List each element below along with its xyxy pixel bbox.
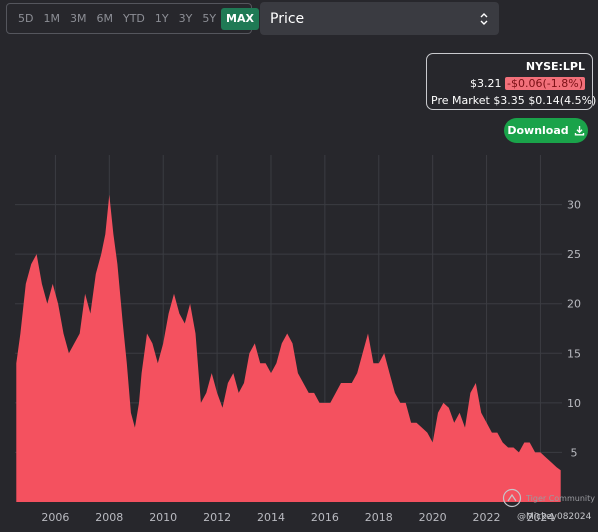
range-button-1y[interactable]: 1Y bbox=[154, 11, 169, 25]
x-tick-label: 2010 bbox=[149, 511, 177, 524]
quote-panel: NYSE:LPL $3.21 -$0.06(-1.8%) Pre Market … bbox=[426, 53, 597, 110]
premarket-change: $0.14(4.5%) bbox=[528, 94, 597, 107]
last-price: $3.21 bbox=[470, 77, 502, 90]
premarket-label: Pre Market bbox=[431, 94, 490, 107]
watermark-community: Tiger Community bbox=[526, 494, 595, 503]
ticker-symbol: NYSE:LPL bbox=[525, 60, 585, 73]
range-button-5d[interactable]: 5D bbox=[18, 11, 34, 25]
premarket-price: $3.35 bbox=[493, 94, 525, 107]
x-tick-label: 2008 bbox=[95, 511, 123, 524]
x-tick-label: 2020 bbox=[419, 511, 447, 524]
price-change-badge: -$0.06(-1.8%) bbox=[505, 77, 585, 90]
range-button-3y[interactable]: 3Y bbox=[178, 11, 193, 25]
range-button-ytd[interactable]: YTD bbox=[122, 11, 145, 25]
x-tick-label: 2018 bbox=[365, 511, 393, 524]
y-tick-label: 20 bbox=[567, 298, 581, 311]
price-area bbox=[16, 194, 561, 502]
updown-chevron-icon bbox=[480, 12, 488, 25]
y-tick-label: 30 bbox=[567, 199, 581, 212]
download-label: Download bbox=[507, 124, 569, 137]
x-tick-label: 2012 bbox=[203, 511, 231, 524]
y-tick-label: 5 bbox=[571, 446, 578, 459]
range-button-max[interactable]: MAX bbox=[221, 7, 259, 30]
range-button-6m[interactable]: 6M bbox=[96, 11, 113, 25]
y-tick-label: 15 bbox=[567, 347, 581, 360]
metric-dropdown-value: Price bbox=[270, 10, 305, 27]
range-button-3m[interactable]: 3M bbox=[69, 11, 87, 25]
download-button[interactable]: Download bbox=[504, 118, 588, 143]
range-button-1m[interactable]: 1M bbox=[43, 11, 60, 25]
watermark-handle: @Mickey082024 bbox=[517, 512, 592, 522]
time-range-selector: 5D 1M 3M 6M YTD 1Y 3Y 5Y MAX bbox=[6, 3, 259, 34]
tiger-logo-icon bbox=[502, 488, 522, 508]
watermark: Tiger Community @Mickey082024 bbox=[502, 488, 596, 528]
metric-dropdown[interactable]: Price bbox=[260, 2, 499, 35]
y-tick-label: 10 bbox=[567, 397, 581, 410]
x-tick-label: 2024 bbox=[526, 511, 554, 524]
y-tick-label: 25 bbox=[567, 248, 581, 261]
range-button-5y[interactable]: 5Y bbox=[202, 11, 217, 25]
download-icon bbox=[574, 126, 584, 136]
x-tick-label: 2006 bbox=[41, 511, 69, 524]
x-tick-label: 2022 bbox=[473, 511, 501, 524]
x-tick-label: 2016 bbox=[311, 511, 339, 524]
x-tick-label: 2014 bbox=[257, 511, 285, 524]
price-area-chart: 5 10 15 20 25 30 2006 2008 2010 2012 2014 2016 2018 2… bbox=[15, 155, 581, 524]
